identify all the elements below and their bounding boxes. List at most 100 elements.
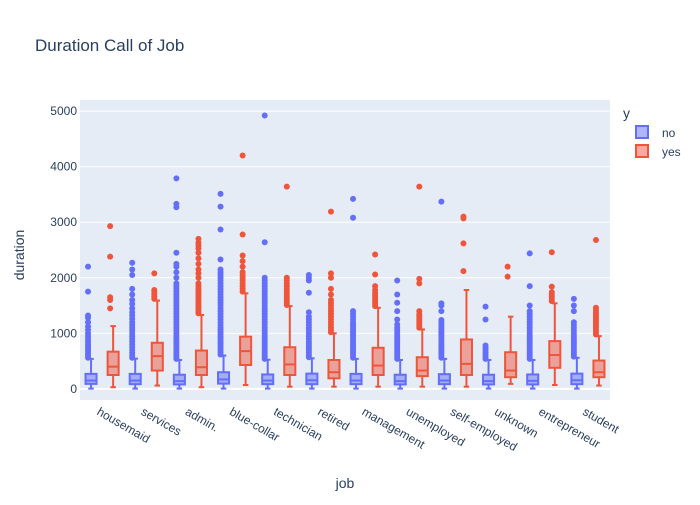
box-technician-yes[interactable] [283,183,297,388]
outlier-point [327,274,334,281]
outlier-point [327,270,334,277]
box-housemaid-no[interactable] [84,263,98,390]
box-blue-collar-no[interactable] [217,190,231,390]
box-student-yes[interactable] [592,237,606,387]
outlier-point [460,213,467,220]
box-retired-no[interactable] [305,272,319,390]
outlier-point [526,283,533,290]
outlier-point [173,249,180,256]
outlier-point [107,253,114,260]
y-tick-label: 2000 [50,271,77,285]
x-tick-label: admin. [183,404,221,434]
box-iqr [371,346,385,376]
outlier-point [438,198,445,205]
box-management-no[interactable] [349,195,363,390]
outlier-point [129,305,136,312]
outlier-point [107,223,114,230]
outlier-point [592,304,599,311]
outlier-point [482,316,489,323]
box-admin.-yes[interactable] [194,235,208,389]
outlier-point [438,300,445,307]
box-unemployed-no[interactable] [393,277,407,390]
outlier-point [394,321,401,328]
box-blue-collar-yes[interactable] [239,152,253,386]
box-iqr [194,349,208,376]
outlier-point [129,285,136,292]
outlier-point [107,294,114,301]
outlier-point [239,252,246,259]
y-axis-label: duration [11,230,27,281]
box-retired-yes[interactable] [327,208,341,388]
box-management-yes[interactable] [371,251,385,388]
outlier-point [261,239,268,246]
y-tick-label: 3000 [50,215,77,229]
box-iqr [437,373,451,386]
box-technician-no[interactable] [261,112,275,390]
box-iqr [526,373,540,386]
box-unknown-yes[interactable] [504,263,518,385]
outlier-point [526,308,533,315]
outlier-point [570,319,577,326]
box-unknown-no[interactable] [482,303,496,390]
outlier-point [570,295,577,302]
outlier-point [548,249,555,256]
outlier-point [129,297,136,303]
legend-swatch [635,144,649,158]
box-iqr [283,346,297,377]
outlier-point [394,277,401,284]
box-unemployed-yes[interactable] [415,183,429,388]
legend-title: y [623,105,630,121]
box-iqr [106,350,120,376]
box-self-employed-yes[interactable] [459,213,473,388]
box-student-no[interactable] [570,295,584,390]
box-entrepreneur-yes[interactable] [548,249,562,386]
outlier-point [239,269,246,276]
outlier-point [416,275,423,282]
outlier-point [129,259,136,266]
box-series [84,112,606,390]
outlier-point [438,308,445,315]
box-services-yes[interactable] [150,270,164,387]
outlier-point [327,297,334,303]
box-iqr [172,373,186,386]
box-services-no[interactable] [128,259,142,390]
outlier-point [526,302,533,309]
box-iqr [459,338,473,377]
y-axis: 0 1000 2000 3000 4000 5000 [50,104,77,396]
box-housemaid-yes[interactable] [106,223,120,389]
outlier-point [217,256,224,263]
outlier-point [305,313,312,320]
outlier-point [504,273,511,280]
outlier-point [305,309,312,316]
box-iqr [504,351,518,379]
legend-label: yes [662,145,681,159]
legend-item-yes[interactable]: yes [635,144,681,159]
series-yes [106,152,606,389]
grid-lines [80,110,610,390]
box-self-employed-no[interactable] [437,198,451,390]
outlier-point [394,308,401,315]
legend[interactable]: y no yes [623,105,681,159]
outlier-point [195,266,202,273]
box-admin.-no[interactable] [172,175,186,390]
outlier-point [327,285,334,292]
box-iqr [217,371,231,385]
outlier-point [372,283,379,290]
outlier-point [173,175,180,182]
y-tick-label: 4000 [50,160,77,174]
outlier-point [416,308,423,315]
series-no [84,112,584,390]
outlier-point [570,302,577,309]
outlier-point [482,303,489,310]
outlier-point [239,263,246,270]
outlier-point [85,319,92,326]
legend-label: no [662,126,676,140]
outlier-point [570,308,577,315]
box-iqr [482,373,496,386]
outlier-point [548,283,555,290]
box-entrepreneur-no[interactable] [526,250,540,390]
outlier-point [350,195,357,202]
legend-item-no[interactable]: no [635,125,676,140]
outlier-point [460,268,467,275]
